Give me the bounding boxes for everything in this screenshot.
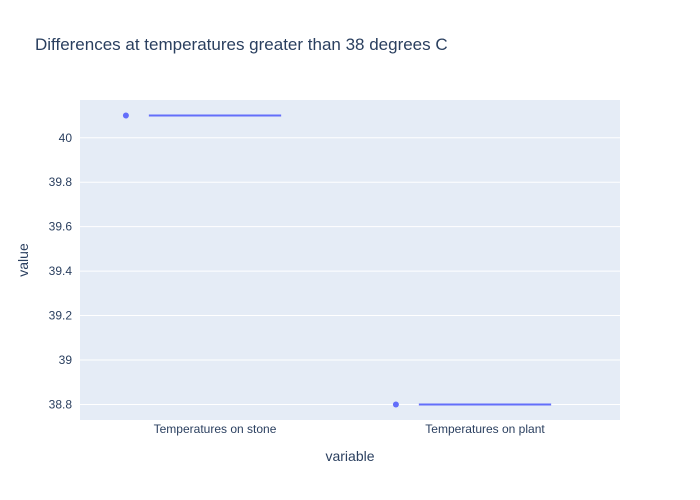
- x-tick-label: Temperatures on stone: [154, 422, 277, 436]
- y-tick-label: 39.8: [49, 175, 73, 189]
- y-axis-title: value: [15, 243, 31, 277]
- y-tick-label: 39.2: [49, 309, 73, 323]
- x-axis-ticks: Temperatures on stone Temperatures on pla…: [154, 422, 546, 436]
- data-point: [392, 401, 399, 408]
- data-point: [122, 112, 129, 119]
- grid-lines: [80, 137, 620, 405]
- chart-title: Differences at temperatures greater than…: [35, 35, 448, 54]
- y-tick-label: 40: [59, 131, 73, 145]
- y-tick-label: 39.6: [49, 220, 73, 234]
- x-tick-label: Temperatures on plant: [425, 422, 545, 436]
- y-tick-label: 39: [59, 353, 73, 367]
- y-tick-label: 38.8: [49, 397, 73, 411]
- y-tick-label: 39.4: [49, 264, 73, 278]
- y-axis-ticks: 38.8 39 39.2 39.4 39.6 39.8 40: [49, 131, 73, 412]
- data-marks: [122, 112, 552, 408]
- plot-area: [80, 100, 620, 420]
- x-axis-title: variable: [325, 448, 374, 464]
